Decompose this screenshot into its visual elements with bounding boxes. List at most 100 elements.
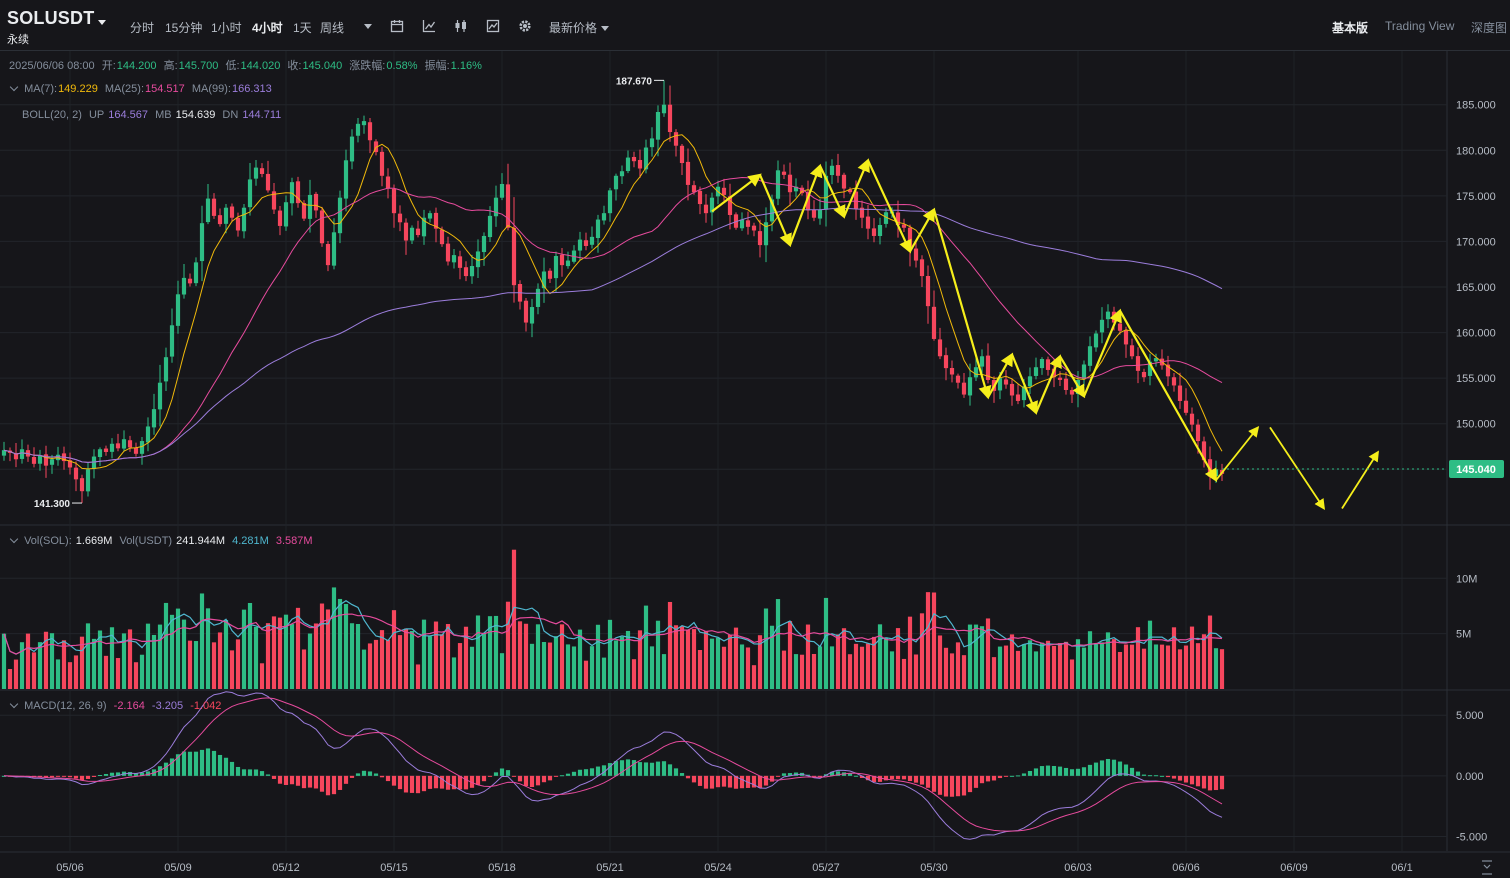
macd-histogram-bar — [133, 772, 139, 776]
volume-bar — [877, 624, 883, 689]
candlestick-style-icon[interactable] — [454, 19, 468, 33]
macd-dif-line — [3, 691, 1223, 840]
gear-icon[interactable] — [518, 19, 532, 33]
macd-histogram-bar — [787, 773, 793, 776]
volume-bar — [991, 657, 997, 689]
macd-histogram-bar — [547, 775, 553, 781]
macd-histogram-bar — [979, 775, 985, 784]
macd-histogram-bar — [67, 775, 73, 778]
volume-bar — [277, 617, 283, 689]
candle-body — [355, 123, 361, 136]
tab-timeframe-4h[interactable]: 4小时 — [252, 21, 283, 35]
candle-body — [673, 132, 679, 146]
volume-bar — [55, 659, 61, 689]
macd-histogram-bar — [109, 772, 115, 776]
volume-bar — [541, 641, 547, 689]
volume-bar — [1087, 631, 1093, 689]
volume-bar — [271, 616, 277, 689]
timeframe-more-button[interactable] — [360, 19, 372, 33]
macd-histogram-bar — [649, 762, 655, 776]
tab-timeframe-line[interactable]: 分时 — [130, 21, 155, 35]
scroll-to-latest-icon[interactable] — [1482, 860, 1492, 875]
volume-bar — [937, 635, 943, 689]
drawing-tool-icon[interactable] — [422, 19, 436, 33]
price-type-label: 最新价格 — [549, 21, 598, 35]
vol-ma1-value: 4.281M — [232, 535, 269, 547]
macd-histogram-bar — [853, 775, 859, 777]
macd-histogram-bar — [295, 775, 301, 786]
volume-bar — [1051, 645, 1057, 689]
macd-histogram-bar — [931, 775, 937, 792]
indicators-icon[interactable] — [486, 19, 500, 33]
close-value: 145.040 — [302, 60, 343, 72]
chevron-down-icon — [601, 26, 610, 32]
macd-histogram-bar — [1021, 773, 1027, 776]
macd-histogram-bar — [163, 762, 169, 776]
chevron-down-icon[interactable] — [9, 82, 19, 92]
time-tick-label: 06/03 — [1064, 862, 1092, 874]
candle-body — [481, 235, 487, 253]
projection-arrow — [1215, 425, 1260, 481]
candle-body — [895, 212, 901, 226]
candle-body — [457, 256, 463, 268]
macd-histogram-bar — [199, 749, 205, 776]
candle-body — [877, 225, 883, 237]
volume-bar — [529, 643, 535, 689]
macd-histogram-bar — [97, 774, 103, 776]
tab-view-tradingview[interactable]: Trading View — [1385, 19, 1455, 33]
macd-histogram-bar — [307, 775, 313, 788]
volume-bar — [217, 632, 223, 689]
candle-body — [667, 104, 673, 133]
candle-body — [1039, 359, 1045, 369]
tab-timeframe-1w[interactable]: 周线 — [320, 21, 345, 35]
volume-bar — [301, 649, 307, 689]
candle-body — [769, 199, 775, 222]
macd-histogram-bar — [73, 775, 79, 779]
tab-timeframe-1h[interactable]: 1小时 — [211, 21, 242, 35]
candle-body — [67, 460, 73, 468]
tab-view-depth[interactable]: 深度图 — [1471, 21, 1508, 35]
tab-view-basic[interactable]: 基本版 — [1332, 21, 1369, 35]
symbol-title[interactable]: SOLUSDT — [7, 8, 95, 28]
trend-arrow — [788, 163, 823, 246]
trend-arrow — [909, 207, 936, 252]
macd-histogram-bar — [421, 775, 427, 792]
candle-body — [385, 176, 391, 189]
macd-histogram-bar — [319, 775, 325, 792]
chevron-down-icon[interactable] — [9, 534, 19, 544]
candle-body — [763, 222, 769, 246]
volume-bar — [421, 619, 427, 689]
macd-histogram-bar — [997, 775, 1003, 779]
chevron-down-icon[interactable] — [98, 20, 106, 25]
chevron-down-icon[interactable] — [9, 699, 19, 709]
volume-bar — [883, 637, 889, 689]
min-price-label: 141.300 — [34, 499, 71, 510]
macd-histogram-bar — [193, 751, 199, 776]
macd-histogram-bar — [691, 775, 697, 783]
volume-bar — [1165, 645, 1171, 689]
time-tick-label: 06/1 — [1391, 862, 1412, 874]
volume-bar — [1105, 632, 1111, 689]
volume-bar — [49, 633, 55, 689]
tab-timeframe-1d[interactable]: 1天 — [293, 21, 312, 35]
candle-body — [277, 210, 283, 226]
volume-bar — [13, 659, 19, 689]
tab-timeframe-15m[interactable]: 15分钟 — [165, 21, 203, 35]
candle-body — [757, 231, 763, 246]
macd-histogram-bar — [727, 775, 733, 788]
candle-body — [1147, 361, 1153, 376]
max-price-label: 187.670 — [616, 76, 653, 87]
volume-bar — [319, 603, 325, 689]
price-type-dropdown[interactable]: 最新价格 — [549, 19, 610, 36]
macd-histogram-bar — [1177, 775, 1183, 781]
macd-histogram-bar — [523, 775, 529, 787]
calendar-icon[interactable] — [390, 19, 404, 33]
candle-body — [1069, 390, 1075, 395]
volume-bar — [1045, 640, 1051, 689]
volume-bar — [601, 657, 607, 689]
macd-histogram-bar — [751, 775, 757, 788]
candle-body — [541, 271, 547, 289]
volume-bar — [151, 634, 157, 689]
volume-bar — [325, 609, 331, 689]
